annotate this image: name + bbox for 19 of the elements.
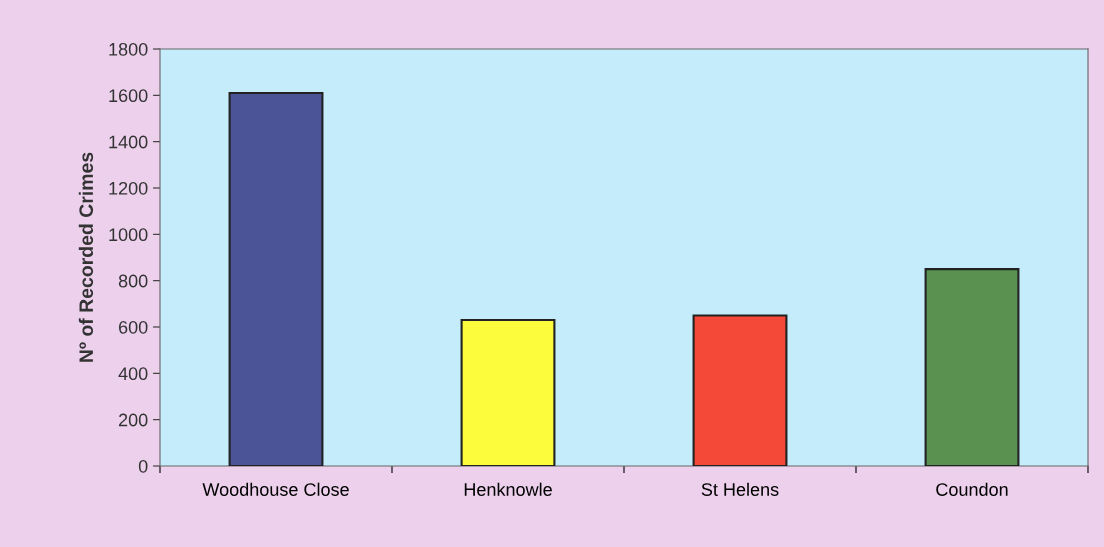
bar bbox=[228, 91, 324, 466]
y-tick-label: 800 bbox=[118, 274, 148, 288]
y-tick-label: 200 bbox=[118, 413, 148, 427]
x-tick-label: St Helens bbox=[701, 482, 779, 496]
x-tick-label: Coundon bbox=[936, 482, 1008, 496]
y-tick-label: 400 bbox=[118, 367, 148, 381]
bar bbox=[460, 319, 556, 466]
y-tick-label: 0 bbox=[138, 459, 148, 473]
y-tick-label: 1200 bbox=[109, 181, 148, 195]
y-tick-label: 600 bbox=[118, 320, 148, 334]
y-tick-label: 1000 bbox=[109, 228, 148, 242]
x-tick-label: Henknowle bbox=[464, 482, 552, 496]
y-tick-label: 1600 bbox=[109, 89, 148, 103]
y-tick-label: 1400 bbox=[109, 135, 148, 149]
x-tick-label: Woodhouse Close bbox=[202, 482, 349, 496]
y-axis-title: Nº of Recorded Crimes bbox=[78, 152, 94, 362]
bar bbox=[692, 314, 788, 466]
bar bbox=[924, 268, 1020, 466]
y-tick-label: 1800 bbox=[109, 42, 148, 56]
